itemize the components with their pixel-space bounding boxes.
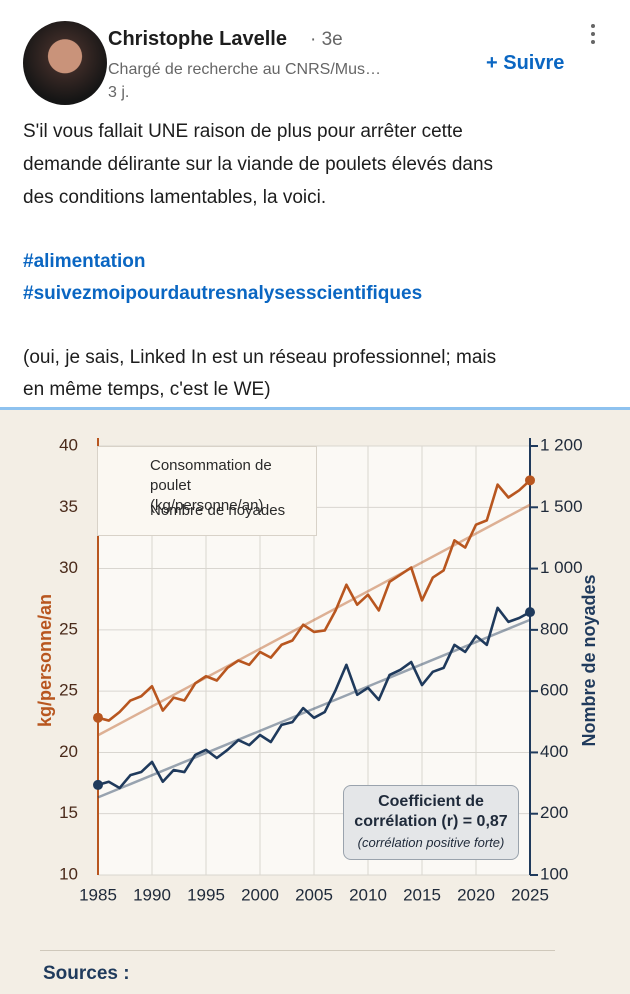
x-tick-label: 2000 (241, 885, 279, 904)
annotation-subtitle: (corrélation positive forte) (357, 835, 505, 850)
x-tick-label: 1995 (187, 885, 225, 904)
y-tick-label: 25 (59, 619, 78, 638)
y2-tick-label: 1 200 (540, 435, 583, 454)
annotation-box: Coefficient de corrélation (r) = 0,87 (c… (343, 785, 519, 860)
y-tick-label: 35 (59, 497, 78, 516)
y-tick-label: 40 (59, 435, 78, 454)
y2-tick-label: 100 (540, 864, 568, 883)
hashtag[interactable]: #suivezmoipourdautresnalysesscientifique… (23, 283, 423, 304)
x-tick-label: 1985 (79, 885, 117, 904)
y-tick-label: 15 (59, 803, 78, 822)
y2-tick-label: 1 000 (540, 558, 583, 577)
annotation-title: Coefficient de corrélation (r) = 0,87 (354, 793, 508, 830)
headline: Chargé de recherche au CNRS/Mus… (108, 61, 382, 78)
post-text: en même temps, c'est le WE) (23, 379, 271, 400)
y-axis-label: kg/personne/an (35, 594, 55, 727)
more-menu[interactable] (586, 22, 600, 46)
post-text: (oui, je sais, Linked In est un réseau p… (23, 347, 497, 368)
x-tick-label: 2010 (349, 885, 387, 904)
y-tick-label: 30 (59, 558, 78, 577)
x-tick-label: 2015 (403, 885, 441, 904)
post-text: demande délirante sur la viande de poule… (23, 154, 494, 175)
y2-tick-label: 200 (540, 803, 568, 822)
connection-degree: · 3e (310, 29, 343, 50)
series-line (97, 479, 531, 722)
y2-tick-label: 1 500 (540, 497, 583, 516)
y2-tick-label: 400 (540, 742, 568, 761)
y-tick-label: 20 (59, 742, 78, 761)
chart-image[interactable]: 10 15 20 25 25 30 35 40 1985 1990 1995 2000 2005 2010… (0, 410, 630, 994)
sources-label: Sources : (43, 963, 130, 984)
y2-axis-label: Nombre de noyades (579, 574, 599, 746)
separator (40, 950, 555, 951)
series-line (97, 606, 531, 790)
y2-tick-label: 600 (540, 681, 568, 700)
trend-line (97, 618, 531, 799)
x-tick-label: 1990 (133, 885, 171, 904)
follow-button[interactable]: + Suivre (486, 52, 565, 74)
x-tick-label: 2020 (457, 885, 495, 904)
endpoint-dot (93, 779, 103, 790)
legend-label: Consommation de poulet (kg/personne/an) (150, 457, 272, 514)
avatar[interactable] (23, 21, 107, 105)
divider (0, 407, 630, 410)
legend-label: Nombre de noyades (150, 502, 286, 519)
x-tick-label: 2005 (295, 885, 333, 904)
legend: Consommation de poulet (kg/personne/an) N… (97, 446, 317, 536)
y2-tick-label: 800 (540, 619, 568, 638)
y-tick-label: 10 (59, 864, 78, 883)
endpoint-dot (93, 712, 103, 723)
x-tick-label: 2025 (511, 885, 549, 904)
y-tick-label: 25 (59, 681, 78, 700)
endpoint-dot (525, 475, 535, 486)
post-text: des conditions lamentables, la voici. (23, 187, 327, 208)
endpoint-dot (525, 607, 535, 618)
post-text: S'il vous fallait UNE raison de plus pou… (23, 121, 463, 142)
hashtag[interactable]: #alimentation (23, 251, 146, 272)
author-name[interactable]: Christophe Lavelle (108, 28, 287, 50)
post-time: 3 j. (108, 84, 130, 101)
